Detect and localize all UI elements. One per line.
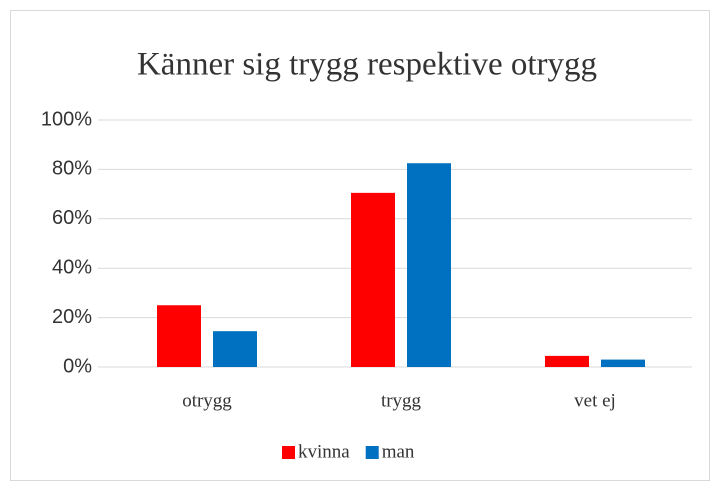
legend-swatch bbox=[282, 446, 295, 459]
y-tick-label: 60% bbox=[52, 207, 92, 229]
x-tick-label: trygg bbox=[381, 390, 422, 411]
bar bbox=[213, 331, 257, 367]
bar bbox=[157, 305, 201, 367]
y-tick-label: 0% bbox=[63, 355, 92, 377]
bar bbox=[601, 359, 645, 367]
legend-label: man bbox=[382, 441, 415, 462]
legend-swatch bbox=[365, 446, 379, 459]
y-tick-label: 100% bbox=[41, 108, 92, 130]
chart-title: Känner sig trygg respektive otrygg bbox=[137, 47, 597, 83]
y-tick-label: 20% bbox=[52, 306, 92, 328]
bar bbox=[351, 192, 395, 367]
y-tick-label: 40% bbox=[52, 256, 92, 278]
y-tick-label: 80% bbox=[52, 158, 92, 180]
legend-label: kvinna bbox=[298, 441, 350, 462]
bar bbox=[407, 163, 451, 367]
bar bbox=[545, 355, 589, 367]
x-tick-label: otrygg bbox=[182, 390, 232, 411]
x-tick-label: vet ej bbox=[574, 390, 616, 411]
